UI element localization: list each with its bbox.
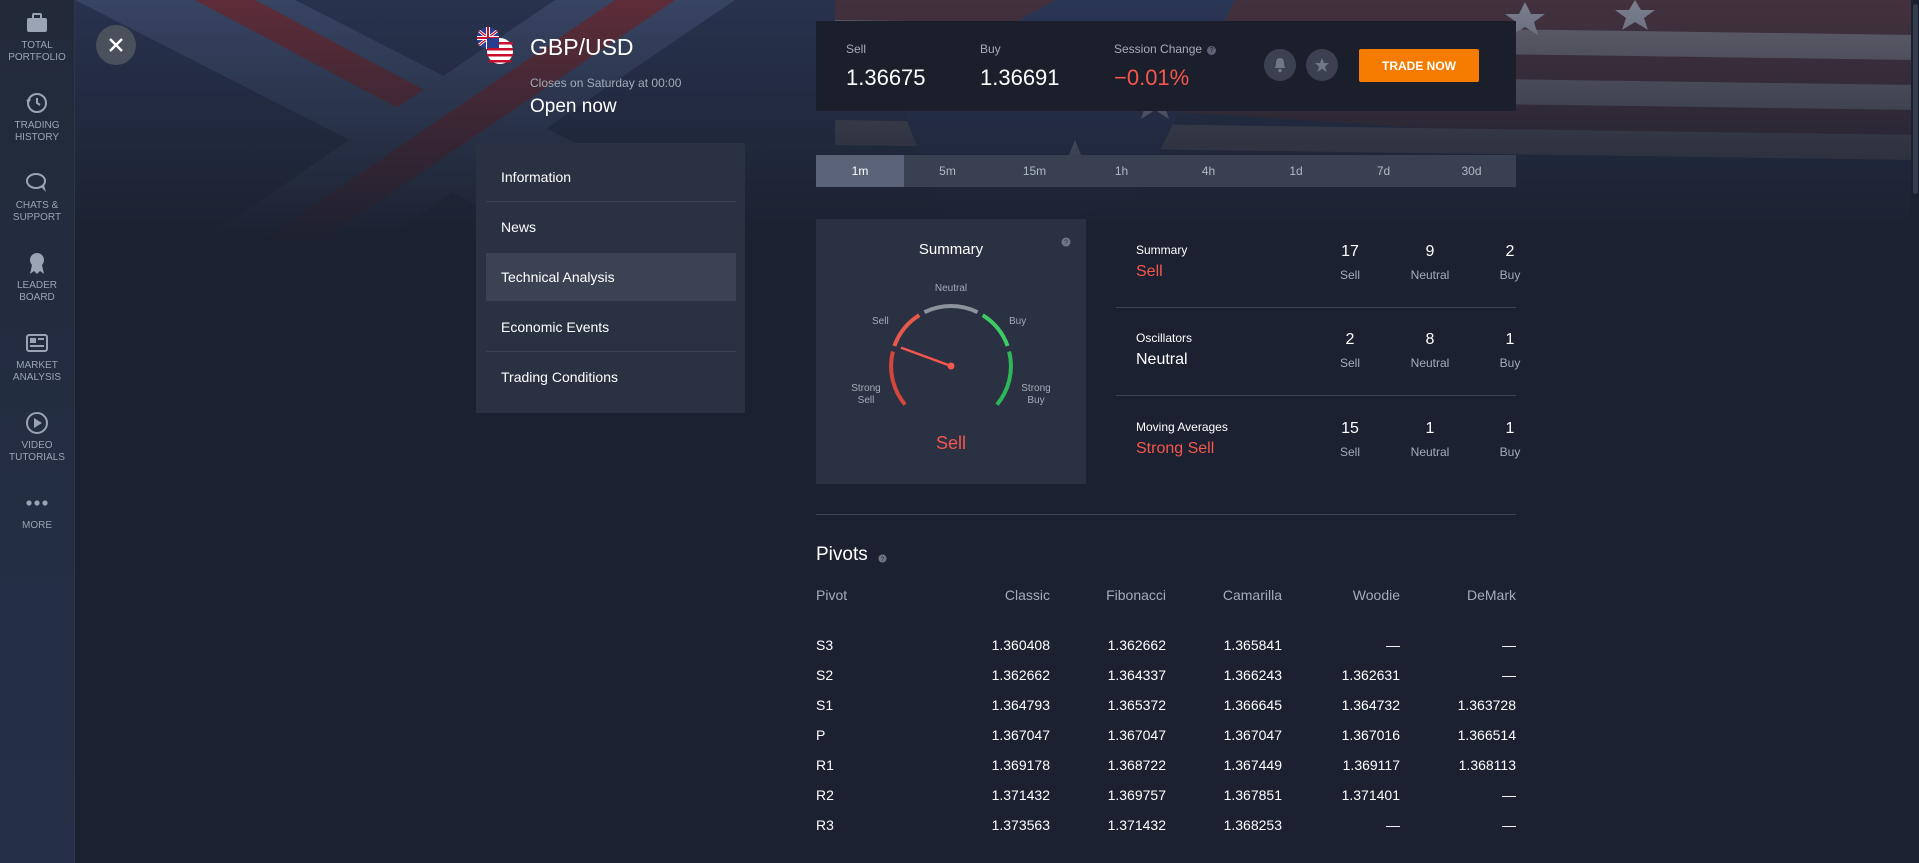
pivots-title: Pivots [816, 544, 868, 565]
buy-price-label: Buy [980, 42, 1001, 56]
gauge-title: Summary [918, 241, 984, 258]
close-icon [109, 38, 123, 52]
tab-30d[interactable]: 30d [1461, 164, 1482, 178]
price-alert-button[interactable] [1264, 49, 1296, 81]
star-icon [1315, 58, 1329, 72]
row-name: Summary [1136, 243, 1188, 257]
gauge-label-sell: Sell [872, 316, 889, 327]
buy-count: 1 [1505, 420, 1515, 437]
table-header: Pivot Classic Fibonacci Camarilla Woodie… [816, 587, 1516, 603]
tab-1h[interactable]: 1h [1114, 164, 1129, 178]
menu-item-economic-events[interactable]: Economic Events [501, 319, 610, 335]
sidebar-item-label: TOTAL PORTFOLIO [8, 40, 66, 63]
row-name: Moving Averages [1136, 420, 1228, 434]
help-icon[interactable]: ? [1207, 46, 1217, 55]
table-row: S2 1.362662 1.364337 1.366243 1.362631 — [816, 667, 1516, 683]
neutral-count: 8 [1425, 331, 1435, 348]
chat-icon [24, 170, 50, 196]
close-button[interactable] [96, 25, 136, 65]
sidebar-item-trading-history[interactable]: TRADING HISTORY [0, 90, 74, 144]
moving-averages-row: Moving Averages Strong Sell 15 Sell 1 Neut… [1116, 396, 1520, 484]
tab-4h[interactable]: 4h [1201, 164, 1216, 178]
sidebar-item-more[interactable]: MORE [0, 490, 74, 532]
gauge-label-strong-buy: Strong Buy [1021, 383, 1051, 406]
table-row: R2 1.371432 1.369757 1.367851 1.371401 — [816, 787, 1516, 803]
oscillators-row: Oscillators Neutral 2 Sell 8 Neutral 1 Buy [1116, 307, 1520, 395]
buy-count: 2 [1505, 243, 1515, 260]
sentiment-gauge [889, 304, 1013, 406]
trade-now-button[interactable]: TRADE NOW [1359, 49, 1479, 82]
tab-5m[interactable]: 5m [939, 164, 956, 178]
help-icon[interactable]: ? [1061, 234, 1071, 252]
tab-1m[interactable]: 1m [816, 155, 904, 187]
favorite-button[interactable] [1306, 49, 1338, 81]
neutral-count: 9 [1425, 243, 1435, 260]
asset-name: GBP/USD [530, 34, 634, 60]
sidebar-item-label: TRADING HISTORY [14, 120, 60, 143]
history-icon [24, 90, 50, 116]
timeframe-tabs: 1m 5m 15m 1h 4h 1d 7d 30d [816, 155, 1516, 187]
menu-item-technical-analysis[interactable]: Technical Analysis [486, 253, 736, 301]
asset-market-status: Open now [530, 96, 617, 117]
quote-panel: Sell 1.36675 Buy 1.36691 Session Change?… [816, 21, 1516, 111]
table-row: R1 1.369178 1.368722 1.367449 1.369117 1… [816, 757, 1516, 773]
asset-info-menu: Information News Technical Analysis Econ… [476, 143, 745, 413]
session-change-label: Session Change? [1114, 42, 1217, 56]
newspaper-icon [24, 330, 50, 356]
row-verdict: Strong Sell [1136, 440, 1215, 457]
tab-1d[interactable]: 1d [1289, 164, 1303, 178]
buy-count: 1 [1505, 331, 1515, 348]
sidebar-item-total-portfolio[interactable]: TOTAL PORTFOLIO [0, 10, 74, 64]
table-row: S3 1.360408 1.362662 1.365841 — — [816, 637, 1516, 653]
summary-row: Summary Sell 17 Sell 9 Neutral 2 Buy [1116, 219, 1520, 307]
buy-price: 1.36691 [980, 65, 1060, 90]
table-row: R3 1.373563 1.371432 1.368253 — — [816, 817, 1516, 833]
play-icon [24, 410, 50, 436]
sell-count: 2 [1345, 331, 1355, 348]
table-row: P 1.367047 1.367047 1.367047 1.367016 1.… [816, 727, 1516, 743]
svg-text:?: ? [1064, 240, 1068, 247]
menu-item-trading-conditions[interactable]: Trading Conditions [501, 369, 618, 385]
sidebar-item-market-analysis[interactable]: MARKET ANALYSIS [0, 330, 74, 384]
sidebar-item-label: MARKET ANALYSIS [12, 360, 62, 383]
menu-item-news[interactable]: News [501, 219, 537, 235]
tab-15m[interactable]: 15m [1022, 164, 1047, 178]
row-verdict: Sell [1136, 263, 1163, 280]
sidebar-item-label: MORE [22, 520, 52, 531]
sidebar-item-label: VIDEO TUTORIALS [9, 440, 65, 463]
row-verdict: Neutral [1136, 351, 1188, 368]
asset-closing-time: Closes on Saturday at 00:00 [530, 76, 682, 90]
left-sidebar: TOTAL PORTFOLIO TRADING HISTORY CHATS & … [0, 0, 75, 863]
neutral-count: 1 [1425, 420, 1435, 437]
session-change-value: −0.01% [1114, 65, 1190, 90]
table-row: S1 1.364793 1.365372 1.366645 1.364732 1… [816, 697, 1516, 713]
sidebar-item-label: CHATS & SUPPORT [12, 200, 62, 223]
gauge-label-strong-sell: Strong Sell [851, 383, 881, 406]
gauge-result: Sell [935, 433, 966, 453]
tab-7d[interactable]: 7d [1376, 164, 1391, 178]
sidebar-item-label: LEADER BOARD [16, 280, 57, 303]
sidebar-item-leader-board[interactable]: LEADER BOARD [0, 250, 74, 304]
gbp-usd-flag-icon [476, 26, 516, 66]
sidebar-item-video-tutorials[interactable]: VIDEO TUTORIALS [0, 410, 74, 464]
svg-text:?: ? [881, 556, 885, 563]
sell-count: 15 [1341, 420, 1359, 437]
sell-count: 17 [1341, 243, 1359, 260]
briefcase-icon [24, 10, 50, 36]
menu-item-information[interactable]: Information [501, 169, 572, 185]
sidebar-item-chats-support[interactable]: CHATS & SUPPORT [0, 170, 74, 224]
help-icon[interactable]: ? [878, 550, 887, 568]
bell-icon [1275, 58, 1285, 73]
row-name: Oscillators [1136, 331, 1193, 345]
summary-gauge-card: Summary ? Neutral Sell Buy Strong Sell S… [816, 219, 1086, 484]
page-scrollbar[interactable] [1911, 0, 1919, 863]
gauge-needle [900, 346, 953, 368]
gauge-label-buy: Buy [1009, 316, 1027, 327]
gauge-label-neutral: Neutral [934, 283, 968, 294]
sell-price: 1.36675 [846, 65, 926, 90]
award-icon [24, 250, 50, 276]
sell-price-label: Sell [846, 42, 867, 56]
more-dots-icon [24, 490, 50, 516]
